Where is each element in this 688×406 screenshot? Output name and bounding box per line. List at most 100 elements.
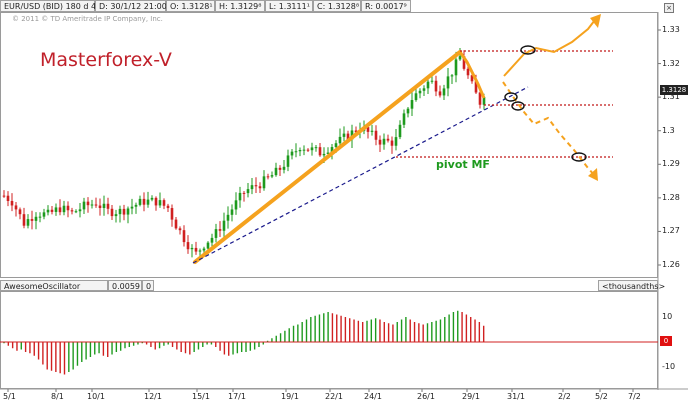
candle-body: [106, 203, 110, 209]
time-axis-tick-label: 22/1: [325, 392, 343, 401]
time-axis-tick-label: 29/1: [462, 392, 480, 401]
current-price-tag: 1.3128: [660, 85, 688, 95]
candle-body: [346, 133, 350, 140]
candle-body: [342, 133, 346, 137]
candle-body: [90, 204, 94, 206]
oscillator-axis-tick-label: -10: [662, 362, 676, 371]
candle-body: [410, 100, 414, 109]
time-axis-tick-label: 24/1: [364, 392, 382, 401]
candle-body: [98, 205, 102, 209]
time-axis-tick-label: 17/1: [228, 392, 246, 401]
candle-body: [354, 130, 358, 133]
candle-body: [34, 216, 38, 221]
oscillator-zero-tag: 0: [660, 336, 672, 346]
decline-stroke: [458, 51, 486, 99]
candle-body: [302, 149, 306, 151]
candle-body: [86, 201, 90, 206]
candle-body: [198, 250, 202, 252]
candle-body: [434, 80, 438, 92]
time-axis-tick-label: 5/1: [3, 392, 16, 401]
close-readout: C: 1.3128⁸: [313, 0, 361, 12]
candle-body: [126, 208, 130, 215]
indicator-value: 0.0059: [108, 280, 142, 291]
candle-body: [350, 130, 354, 140]
candle-body: [146, 199, 150, 205]
candle-body: [38, 216, 42, 218]
bullish-arrowhead: [590, 14, 601, 28]
time-axis-tick-label: 10/1: [87, 392, 105, 401]
time-axis-tick-label: 31/1: [507, 392, 525, 401]
candle-body: [46, 209, 50, 213]
oscillator-plot-frame: [0, 291, 658, 389]
candle-body: [130, 206, 134, 209]
candle-body: [82, 201, 86, 210]
candle-body: [314, 147, 318, 149]
symbol-label[interactable]: EUR/USD (BID) 180 d 4h: [0, 0, 101, 12]
brand-label: Masterforex-V: [40, 49, 172, 71]
candle-body: [454, 59, 458, 76]
candle-body: [470, 75, 474, 82]
candle-body: [414, 93, 418, 101]
candle-body: [258, 186, 262, 189]
candle-body: [142, 198, 146, 205]
candle-body: [406, 108, 410, 114]
candle-body: [162, 200, 166, 206]
candle-body: [290, 151, 294, 156]
candle-body: [402, 113, 406, 125]
close-icon[interactable]: ×: [664, 3, 674, 13]
candle-body: [298, 150, 302, 152]
candle-body: [266, 176, 270, 178]
support-break-circle-marker: [511, 101, 525, 111]
candle-body: [226, 214, 230, 221]
candle-body: [478, 92, 482, 105]
high-readout: H: 1.3129⁸: [215, 0, 265, 12]
candle-body: [334, 143, 338, 148]
candle-body: [338, 136, 342, 144]
time-axis-tick-label: 2/2: [558, 392, 571, 401]
price-axis-tick-label: 1.3: [662, 125, 675, 135]
candle-body: [70, 210, 74, 212]
candle-body: [418, 90, 422, 94]
candle-body: [214, 229, 218, 238]
candle-body: [238, 192, 242, 201]
price-axis-tick-label: 1.28: [662, 192, 680, 202]
candle-body: [262, 176, 266, 189]
candle-body: [170, 208, 174, 220]
price-axis-tick-label: 1.32: [662, 58, 680, 68]
candle-body: [122, 208, 126, 215]
candle-body: [294, 151, 298, 153]
time-axis-tick-label: 5/2: [595, 392, 608, 401]
candle-body: [14, 205, 18, 210]
candle-body: [382, 138, 386, 145]
candle-body: [438, 91, 442, 96]
time-axis-tick-label: 26/1: [417, 392, 435, 401]
candle-body: [62, 205, 66, 213]
candle-body: [78, 209, 82, 212]
candle-body: [174, 219, 178, 229]
candle-body: [2, 195, 6, 197]
time-axis-tick-label: 7/2: [628, 392, 641, 401]
bearish-arrowhead: [588, 168, 598, 181]
candle-body: [330, 147, 334, 153]
candle-body: [6, 195, 10, 201]
candle-body: [462, 56, 466, 69]
candle-body: [246, 189, 250, 194]
candle-body: [210, 237, 214, 243]
candle-body: [394, 137, 398, 146]
candle-body: [254, 185, 258, 187]
candle-body: [378, 139, 382, 145]
open-readout: O: 1.3128¹: [166, 0, 215, 12]
candle-body: [282, 166, 286, 170]
candle-body: [22, 214, 26, 226]
indicator-name[interactable]: AwesomeOscillator: [0, 280, 108, 291]
candle-body: [482, 97, 486, 105]
support-trendline: [192, 86, 529, 264]
candle-body: [374, 130, 378, 140]
candle-body: [42, 212, 46, 217]
datetime-readout: D: 30/1/12 21:00: [95, 0, 167, 12]
candle-body: [118, 208, 122, 215]
candle-body: [366, 127, 370, 132]
candle-body: [102, 203, 106, 209]
candle-body: [202, 248, 206, 251]
time-axis-tick-label: 19/1: [281, 392, 299, 401]
